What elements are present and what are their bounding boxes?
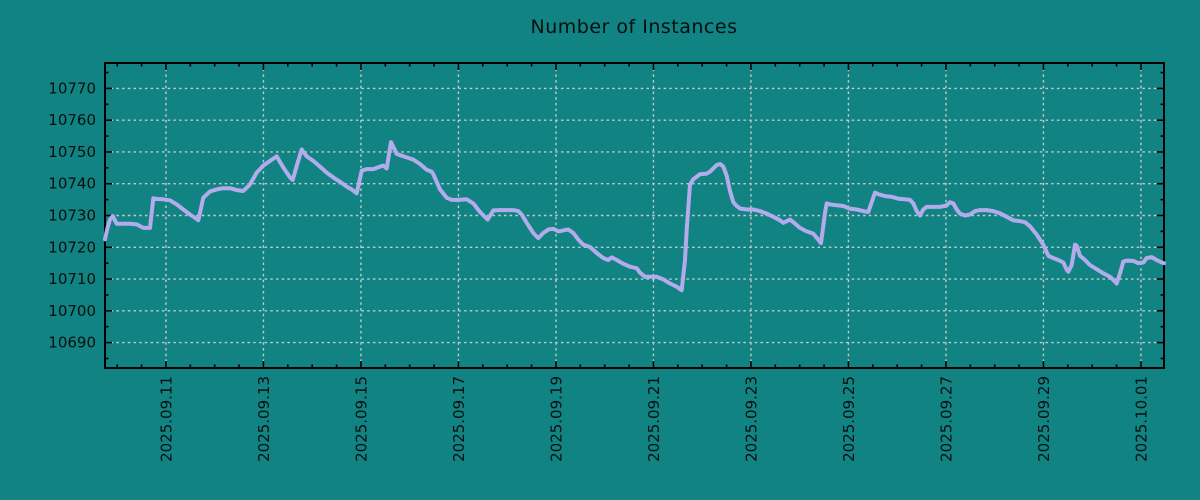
x-tick-label: 2025.09.13 [255, 376, 273, 462]
series-line-instances [103, 140, 1166, 293]
x-tick-label: 2025.09.29 [1035, 376, 1053, 462]
plot-border [104, 62, 1165, 369]
chart-title: Number of Instances [530, 16, 738, 38]
y-tick-label: 10700 [48, 302, 96, 320]
y-tick-label: 10760 [48, 111, 96, 129]
y-tick-label: 10750 [48, 143, 96, 161]
x-tick-label: 2025.09.27 [937, 376, 955, 462]
y-tick-label: 10710 [48, 270, 96, 288]
x-tick-label: 2025.09.11 [157, 376, 175, 462]
y-tick-label: 10740 [48, 175, 96, 193]
x-tick-label: 2025.09.15 [352, 376, 370, 462]
y-tick-label: 10730 [48, 207, 96, 225]
x-tick-label: 2025.09.21 [645, 376, 663, 462]
x-tick-label: 2025.09.19 [547, 376, 565, 462]
x-tick-label: 2025.09.17 [450, 376, 468, 462]
y-tick-label: 10690 [48, 334, 96, 352]
x-tick-label: 2025.09.25 [840, 376, 858, 462]
y-tick-label: 10770 [48, 79, 96, 97]
y-tick-label: 10720 [48, 238, 96, 256]
x-tick-label: 2025.10.01 [1132, 376, 1150, 462]
x-tick-label: 2025.09.23 [742, 376, 760, 462]
